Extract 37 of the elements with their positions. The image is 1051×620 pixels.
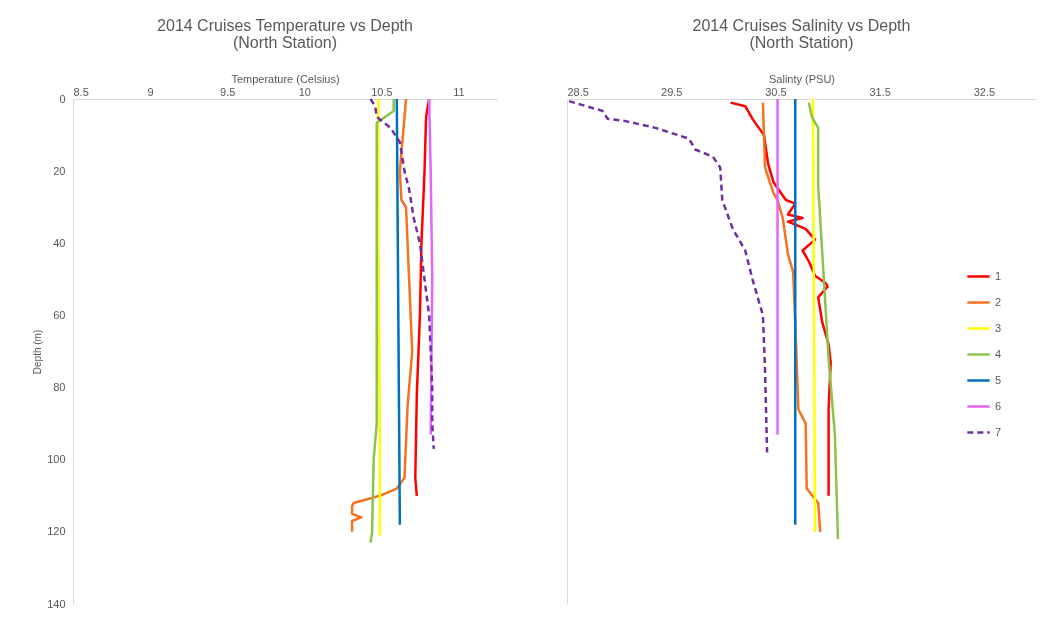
x-tick-label: 31.5 (869, 85, 891, 98)
x-tick-label: 29.5 (661, 85, 683, 98)
x-axis-title: Temperature (Celsius) (231, 72, 340, 85)
legend-label: 7 (995, 425, 1002, 438)
line-series (369, 97, 436, 451)
legend-label: 3 (995, 321, 1002, 334)
x-tick-label: 10.5 (371, 85, 393, 98)
x-tick-label: 30.5 (765, 85, 787, 98)
chart-subtitle: (North Station) (749, 34, 854, 51)
x-tick-label: 11 (453, 85, 465, 98)
y-tick-label: 80 (53, 381, 66, 394)
x-tick-label: 32.5 (973, 85, 996, 98)
x-tick-label: 10 (298, 85, 311, 98)
legend-label: 1 (995, 269, 1002, 282)
x-axis-title: Salinty (PSU) (768, 72, 836, 85)
y-tick-label: 60 (53, 308, 66, 321)
line-series (350, 97, 414, 534)
x-tick-label: 9 (147, 85, 154, 98)
y-tick-label: 20 (53, 164, 66, 177)
legend-label: 2 (995, 295, 1002, 308)
legend-label: 4 (995, 347, 1002, 360)
y-tick-label: 40 (53, 236, 66, 249)
line-series (377, 97, 382, 537)
y-axis-title: Depth (m) (32, 329, 44, 375)
y-tick-label: 100 (47, 453, 66, 466)
chart-title: 2014 Cruises Salinity vs Depth (692, 17, 911, 34)
chart-subtitle: (North Station) (232, 34, 338, 51)
chart-title: 2014 Cruises Temperature vs Depth (157, 17, 413, 34)
x-tick-label: 28.5 (567, 85, 589, 98)
x-tick-label: 8.5 (73, 85, 89, 98)
y-tick-label: 0 (59, 92, 66, 105)
line-series (369, 97, 395, 544)
legend-label: 6 (995, 399, 1002, 412)
x-tick-label: 9.5 (220, 85, 236, 98)
y-tick-label: 120 (47, 525, 66, 538)
y-tick-label: 140 (47, 597, 66, 610)
legend-label: 5 (995, 373, 1002, 386)
